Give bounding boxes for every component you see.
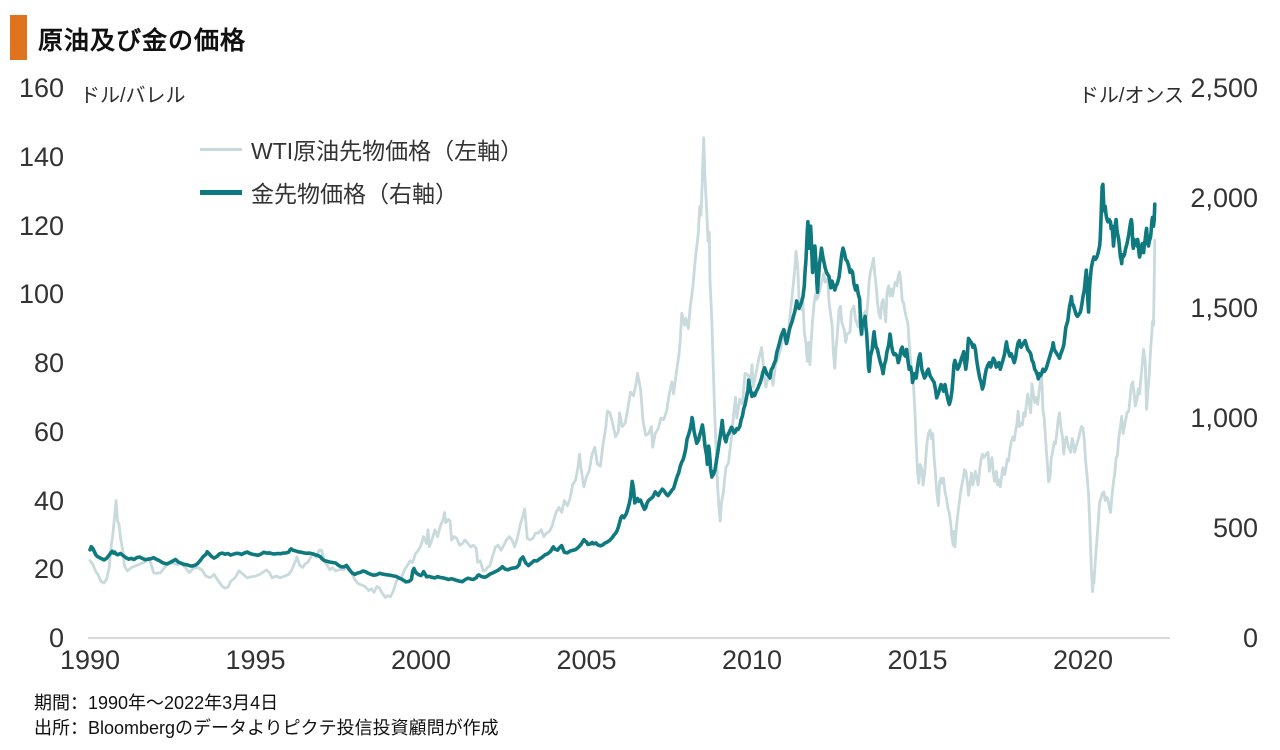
gold-line-swatch xyxy=(200,189,242,195)
x-axis-tick-label: 2010 xyxy=(721,645,783,675)
footer-period-note: 期間：1990年～2022年3月4日 xyxy=(34,693,279,713)
chart-title: 原油及び金の価格 xyxy=(38,27,247,55)
x-axis-tick-label: 1990 xyxy=(59,645,121,675)
wti-price-line xyxy=(88,136,1157,599)
left-axis-tick-label: 140 xyxy=(18,141,64,172)
footer-notes: 期間：1990年～2022年3月4日 出所：Bloombergのデータよりピクテ… xyxy=(34,691,499,741)
x-axis-tick-label: 2015 xyxy=(887,645,948,675)
right-axis-tick-label: 1,000 xyxy=(1190,403,1258,433)
legend: WTI原油先物価格（左軸） 金先物価格（右軸） xyxy=(200,134,523,220)
title-accent-bar xyxy=(10,15,27,60)
left-axis-tick-label: 80 xyxy=(33,348,64,378)
left-axis-tick-label: 40 xyxy=(33,485,64,516)
right-axis-tick-label: 2,500 xyxy=(1190,73,1258,103)
left-axis-tick-label: 20 xyxy=(33,554,64,585)
legend-item-wti: WTI原油先物価格（左軸） xyxy=(200,134,523,164)
left-axis-tick-label: 60 xyxy=(33,416,64,447)
left-axis-tick-label: 0 xyxy=(48,623,64,653)
left-axis-tick-label: 100 xyxy=(18,279,64,310)
x-axis-tick-label: 2005 xyxy=(556,645,617,675)
right-axis-tick-label: 1,500 xyxy=(1190,293,1258,323)
left-axis-unit-label: ドル/バレル xyxy=(80,85,186,107)
x-axis-tick-label: 2000 xyxy=(390,645,452,675)
right-axis-tick-label: 0 xyxy=(1242,623,1258,653)
left-axis-tick-label: 160 xyxy=(18,73,64,103)
legend-label-wti: WTI原油先物価格（左軸） xyxy=(251,138,524,164)
wti-line-swatch xyxy=(200,147,242,151)
legend-item-gold: 金先物価格（右軸） xyxy=(200,177,523,207)
legend-label-gold: 金先物価格（右軸） xyxy=(251,181,458,207)
x-axis-tick-label: 2020 xyxy=(1052,645,1114,675)
right-axis-tick-label: 2,000 xyxy=(1190,183,1258,213)
right-axis-tick-label: 500 xyxy=(1212,513,1258,543)
right-axis-unit-label: ドル/オンス xyxy=(1078,85,1184,107)
left-axis-tick-label: 120 xyxy=(18,210,64,241)
x-axis-tick-label: 1995 xyxy=(225,645,286,675)
footer-source-note: 出所：Bloombergのデータよりピクテ投信投資顧問が作成 xyxy=(34,718,499,738)
gold-price-line xyxy=(88,182,1157,584)
